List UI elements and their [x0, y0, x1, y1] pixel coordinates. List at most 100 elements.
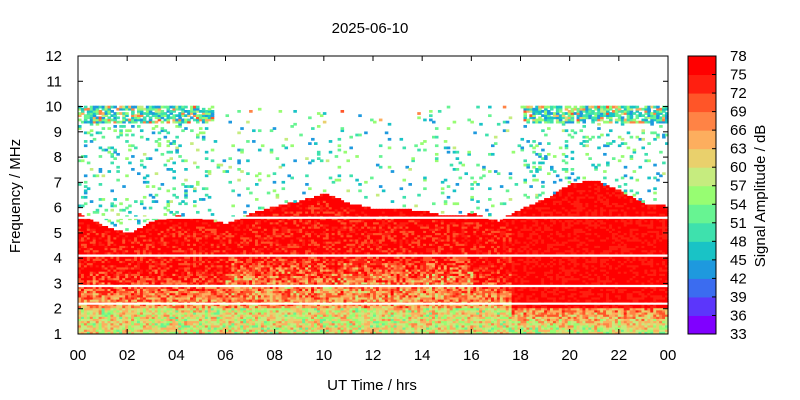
heatmap-cell: [160, 243, 165, 246]
heatmap-cell: [255, 266, 259, 270]
heatmap-cell: [278, 322, 283, 326]
heatmap-cell: [287, 215, 291, 218]
heatmap-cell: [216, 279, 221, 283]
heatmap-cell: [225, 236, 230, 240]
heatmap-cell: [181, 286, 185, 289]
heatmap-cell: [101, 198, 106, 201]
heatmap-cell: [113, 116, 117, 120]
heatmap-cell: [122, 309, 126, 313]
heatmap-cell: [222, 266, 227, 270]
heatmap-cell: [184, 292, 188, 296]
heatmap-cell: [302, 260, 306, 264]
heatmap-cell: [260, 215, 265, 218]
heatmap-cell: [296, 236, 300, 240]
heatmap-cell: [134, 114, 138, 118]
heatmap-cell: [110, 208, 114, 212]
heatmap-cell: [157, 299, 162, 302]
heatmap-cell: [210, 273, 215, 276]
heatmap-cell: [187, 322, 191, 326]
heatmap-cell: [246, 288, 250, 292]
heatmap-cell: [119, 286, 123, 289]
heatmap-cell: [255, 245, 259, 249]
heatmap-cell: [139, 264, 144, 268]
heatmap-cell: [252, 324, 256, 328]
heatmap-cell: [78, 316, 82, 319]
heatmap-cell: [154, 271, 159, 274]
heatmap-cell: [137, 238, 141, 242]
heatmap-cell: [80, 271, 85, 274]
heatmap-cell: [116, 241, 120, 244]
heatmap-cell: [151, 105, 156, 109]
heatmap-cell: [234, 326, 238, 330]
heatmap-cell: [275, 318, 280, 322]
heatmap-cell: [175, 135, 179, 139]
heatmap-cell: [113, 271, 117, 274]
heatmap-cell: [142, 331, 147, 334]
heatmap-cell: [249, 228, 253, 231]
heatmap-cell: [263, 307, 268, 311]
heatmap-cell: [299, 281, 303, 285]
heatmap-cell: [148, 105, 153, 109]
heatmap-cell: [184, 262, 188, 266]
heatmap-cell: [269, 225, 274, 229]
heatmap-cell: [148, 266, 153, 270]
heatmap-cell: [249, 322, 253, 326]
heatmap-cell: [125, 288, 129, 292]
heatmap-cell: [249, 288, 253, 292]
heatmap-cell: [151, 275, 156, 279]
heatmap-cell: [314, 281, 318, 285]
heatmap-cell: [249, 251, 253, 255]
heatmap-cell: [281, 163, 286, 167]
heatmap-cell: [228, 251, 232, 255]
heatmap-cell: [243, 290, 247, 294]
heatmap-cell: [92, 118, 97, 122]
heatmap-cell: [257, 271, 262, 274]
heatmap-cell: [216, 273, 221, 276]
heatmap-cell: [201, 232, 206, 236]
heatmap-cell: [263, 236, 268, 240]
heatmap-cell: [142, 234, 147, 238]
heatmap-cell: [98, 314, 103, 317]
heatmap-cell: [222, 159, 227, 163]
heatmap-cell: [246, 301, 250, 304]
heatmap-cell: [184, 159, 188, 163]
heatmap-cell: [281, 275, 286, 279]
heatmap-cell: [269, 320, 274, 324]
heatmap-cell: [198, 251, 203, 255]
heatmap-cell: [83, 286, 88, 289]
heatmap-cell: [190, 264, 194, 268]
heatmap-cell: [272, 286, 277, 289]
heatmap-cell: [104, 331, 109, 334]
heatmap-cell: [101, 329, 106, 332]
heatmap-cell: [260, 213, 265, 216]
heatmap-cell: [225, 230, 230, 234]
heatmap-cell: [266, 210, 271, 214]
heatmap-cell: [134, 247, 138, 251]
heatmap-cell: [314, 247, 318, 251]
heatmap-cell: [151, 326, 156, 330]
heatmap-cell: [119, 236, 123, 240]
heatmap-cell: [137, 236, 141, 240]
heatmap-cell: [187, 329, 191, 332]
heatmap-cell: [305, 258, 309, 261]
heatmap-cell: [305, 243, 309, 246]
heatmap-cell: [166, 189, 171, 193]
heatmap-cell: [299, 245, 303, 249]
heatmap-cell: [293, 324, 297, 328]
heatmap-cell: [231, 331, 235, 334]
heatmap-cell: [260, 296, 265, 300]
heatmap-cell: [207, 331, 212, 334]
heatmap-cell: [207, 109, 212, 113]
heatmap-cell: [134, 116, 138, 120]
heatmap-cell: [302, 299, 306, 302]
heatmap-cell: [80, 215, 85, 218]
heatmap-cell: [154, 107, 159, 111]
heatmap-cell: [163, 292, 168, 296]
heatmap-cell: [142, 165, 147, 169]
heatmap-cell: [92, 292, 97, 296]
heatmap-cell: [131, 322, 135, 326]
heatmap-cell: [157, 264, 162, 268]
heatmap-cell: [116, 112, 120, 115]
heatmap-cell: [260, 279, 265, 283]
heatmap-cell: [89, 112, 94, 115]
